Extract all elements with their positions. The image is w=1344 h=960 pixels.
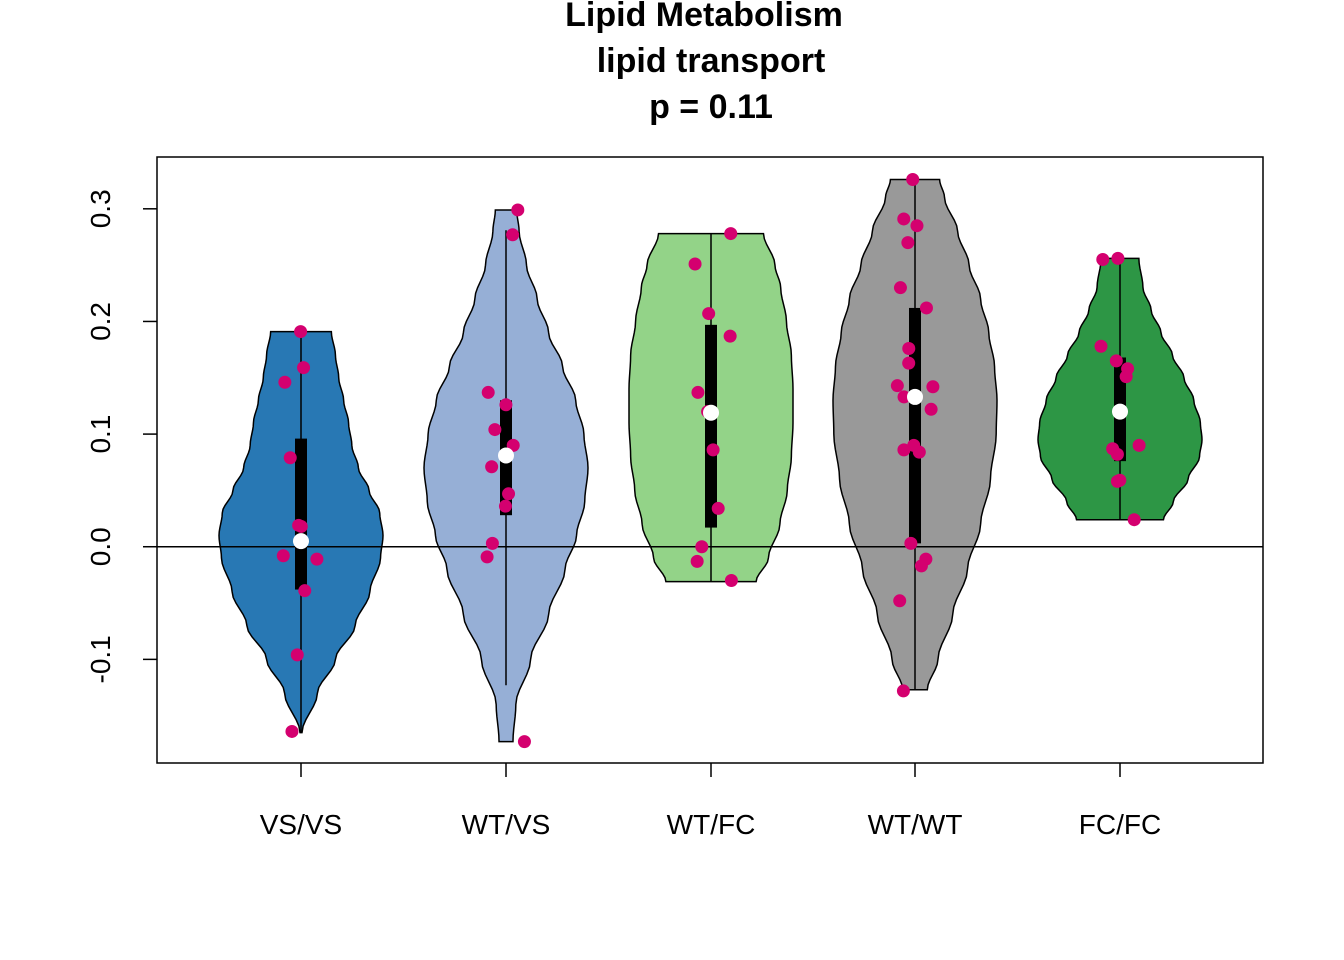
median-marker-vs-vs (293, 533, 309, 550)
data-point (502, 487, 516, 501)
data-point (290, 648, 304, 662)
data-point (278, 375, 292, 389)
data-point (711, 501, 725, 515)
data-point (924, 402, 938, 416)
data-point (297, 361, 311, 375)
data-point (517, 735, 531, 749)
data-point (897, 443, 911, 457)
median-marker-wt-vs (498, 447, 514, 464)
data-point (298, 584, 312, 598)
data-point (897, 212, 911, 226)
iqr-box-wt-fc (705, 324, 717, 528)
data-point (1132, 438, 1146, 452)
data-point (294, 325, 308, 339)
data-point (897, 390, 911, 404)
y-tick-label: 0.0 (85, 527, 116, 566)
x-axis: VS/VS WT/VS WT/FC WT/WT FC/FC (260, 763, 1161, 840)
data-point (695, 540, 709, 554)
y-axis: -0.1 0.0 0.1 0.2 0.3 (85, 189, 157, 683)
median-marker-wt-fc (703, 404, 719, 421)
x-tick-label: VS/VS (260, 809, 342, 840)
data-point (706, 443, 720, 457)
median-markers (293, 388, 1128, 550)
data-point (1119, 370, 1133, 384)
data-point (285, 724, 299, 738)
data-point (919, 301, 933, 315)
data-point (499, 398, 513, 412)
data-point (896, 684, 910, 698)
data-point (485, 460, 499, 474)
data-point (893, 594, 907, 608)
data-point (498, 499, 512, 513)
data-point (1109, 354, 1123, 368)
data-point (1111, 251, 1125, 265)
data-point (488, 423, 502, 437)
data-point (294, 519, 308, 533)
data-point (283, 451, 297, 465)
median-marker-fc-fc (1112, 403, 1128, 420)
data-point (506, 228, 520, 242)
title-line-1: Lipid Metabolism (565, 0, 843, 34)
data-point (912, 445, 926, 459)
box-series (295, 179, 1126, 733)
data-point (723, 329, 737, 343)
x-tick-label: WT/WT (868, 809, 963, 840)
data-point (926, 380, 940, 394)
data-point (902, 356, 916, 370)
data-point (904, 536, 918, 550)
data-point (485, 536, 499, 550)
data-point (702, 307, 716, 321)
data-point (893, 281, 907, 295)
data-point (276, 549, 290, 563)
plot-frame (156, 156, 1264, 764)
data-points (276, 173, 1146, 749)
x-tick-label: WT/VS (462, 809, 551, 840)
data-point (890, 379, 904, 393)
title-line-3: p = 0.11 (649, 88, 773, 126)
chart-title: Lipid Metabolism lipid transport p = 0.1… (565, 0, 843, 126)
y-tick-label: 0.2 (85, 302, 116, 341)
data-point (1110, 447, 1124, 461)
data-point (902, 341, 916, 355)
title-line-2: lipid transport (597, 42, 826, 80)
data-point (1094, 339, 1108, 353)
y-tick-label: 0.3 (85, 189, 116, 228)
data-point (691, 385, 705, 399)
data-point (688, 257, 702, 271)
data-point (1096, 253, 1110, 266)
y-tick-label: 0.1 (85, 415, 116, 454)
x-tick-label: WT/FC (667, 809, 756, 840)
data-point (901, 236, 915, 250)
iqr-box-vs-vs (295, 438, 307, 590)
y-tick-label: -0.1 (85, 635, 116, 683)
data-point (724, 227, 738, 241)
median-marker-wt-wt (907, 388, 923, 405)
data-point (481, 385, 495, 399)
data-point (910, 219, 924, 233)
data-point (310, 552, 324, 566)
data-point (480, 550, 494, 564)
x-tick-label: FC/FC (1079, 809, 1161, 840)
data-point (690, 554, 704, 568)
data-point (1110, 474, 1124, 488)
data-point (511, 203, 525, 217)
data-point (914, 559, 928, 573)
data-point (1127, 513, 1141, 527)
data-point (906, 173, 920, 187)
data-point (724, 574, 738, 588)
